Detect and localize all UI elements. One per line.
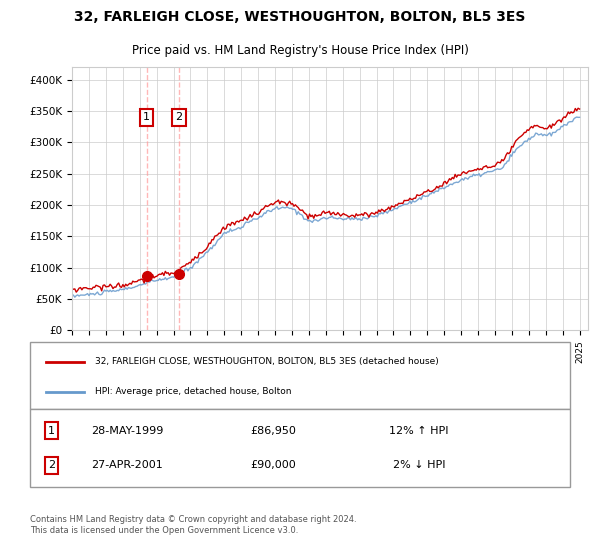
Text: Contains HM Land Registry data © Crown copyright and database right 2024.
This d: Contains HM Land Registry data © Crown c… [30,515,356,535]
Text: 27-APR-2001: 27-APR-2001 [91,460,163,470]
Text: 32, FARLEIGH CLOSE, WESTHOUGHTON, BOLTON, BL5 3ES: 32, FARLEIGH CLOSE, WESTHOUGHTON, BOLTON… [74,10,526,24]
Text: 1: 1 [48,426,55,436]
Text: 2: 2 [175,113,182,122]
Text: Price paid vs. HM Land Registry's House Price Index (HPI): Price paid vs. HM Land Registry's House … [131,44,469,57]
Text: 2: 2 [48,460,55,470]
Text: £90,000: £90,000 [250,460,296,470]
Text: 2% ↓ HPI: 2% ↓ HPI [392,460,445,470]
Text: £86,950: £86,950 [250,426,296,436]
FancyBboxPatch shape [30,342,570,409]
Text: 28-MAY-1999: 28-MAY-1999 [91,426,163,436]
Text: 1: 1 [143,113,150,122]
Text: 12% ↑ HPI: 12% ↑ HPI [389,426,449,436]
Text: HPI: Average price, detached house, Bolton: HPI: Average price, detached house, Bolt… [95,388,292,396]
Text: 32, FARLEIGH CLOSE, WESTHOUGHTON, BOLTON, BL5 3ES (detached house): 32, FARLEIGH CLOSE, WESTHOUGHTON, BOLTON… [95,357,439,366]
FancyBboxPatch shape [30,409,570,487]
